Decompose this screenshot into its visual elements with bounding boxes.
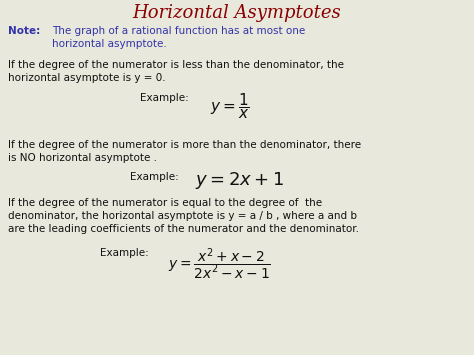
Text: denominator, the horizontal asymptote is y = a / b , where a and b: denominator, the horizontal asymptote is… xyxy=(8,211,357,221)
Text: are the leading coefficients of the numerator and the denominator.: are the leading coefficients of the nume… xyxy=(8,224,359,234)
Text: Example:: Example: xyxy=(100,248,149,258)
Text: Example:: Example: xyxy=(140,93,189,103)
Text: If the degree of the numerator is less than the denominator, the: If the degree of the numerator is less t… xyxy=(8,60,344,70)
Text: If the degree of the numerator is equal to the degree of  the: If the degree of the numerator is equal … xyxy=(8,198,322,208)
Text: $y = \dfrac{x^2+x-2}{2x^2-x-1}$: $y = \dfrac{x^2+x-2}{2x^2-x-1}$ xyxy=(168,246,271,282)
Text: If the degree of the numerator is more than the denominator, there: If the degree of the numerator is more t… xyxy=(8,140,361,150)
Text: horizontal asymptote.: horizontal asymptote. xyxy=(52,39,167,49)
Text: The graph of a rational function has at most one: The graph of a rational function has at … xyxy=(52,26,305,36)
Text: Example:: Example: xyxy=(130,172,179,182)
Text: is NO horizontal asymptote .: is NO horizontal asymptote . xyxy=(8,153,157,163)
Text: $y = \dfrac{1}{x}$: $y = \dfrac{1}{x}$ xyxy=(210,91,250,121)
Text: Horizontal Asymptotes: Horizontal Asymptotes xyxy=(133,4,341,22)
Text: Note:: Note: xyxy=(8,26,40,36)
Text: horizontal asymptote is y = 0.: horizontal asymptote is y = 0. xyxy=(8,73,165,83)
Text: $y = 2x+1$: $y = 2x+1$ xyxy=(195,170,284,191)
